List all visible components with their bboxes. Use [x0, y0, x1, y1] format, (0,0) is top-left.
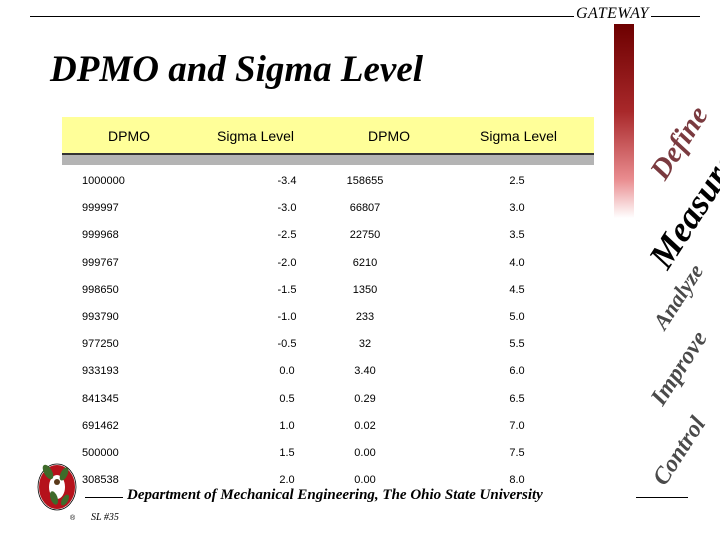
- sigma-cell: 7.5: [509, 446, 525, 459]
- sigma-cell: 1.5: [279, 446, 295, 459]
- sigma-cell: -1.5: [277, 283, 297, 296]
- header-divider: [62, 153, 594, 155]
- sigma-cell: -3.4: [277, 175, 297, 187]
- table-row: 999968 -2.5 22750 3.5: [62, 223, 594, 250]
- sigma-cell: -2.5: [277, 229, 297, 242]
- sigma-cell: 7.0: [509, 419, 525, 432]
- sigma-cell: 8.0: [509, 474, 525, 487]
- dpmo-cell: 841345: [82, 392, 119, 405]
- table-row: 993790 -1.0 233 5.0: [62, 305, 594, 332]
- table-row: 977250 -0.5 32 5.5: [62, 332, 594, 359]
- sigma-cell: 5.5: [509, 338, 525, 351]
- sigma-cell: 6.5: [509, 392, 525, 405]
- dpmo-cell: 308538: [82, 474, 119, 487]
- footer-rule-left: [85, 497, 123, 498]
- dpmo-cell: 0.29: [354, 392, 376, 405]
- sigma-cell: 1.0: [279, 419, 295, 432]
- sigma-cell: 3.0: [509, 202, 525, 215]
- table-row: 691462 1.0 0.02 7.0: [62, 414, 594, 441]
- sigma-cell: 0.0: [279, 365, 295, 378]
- dmaic-control-label: Control: [648, 412, 712, 491]
- slide-title: DPMO and Sigma Level: [50, 49, 424, 90]
- table-row: 999997 -3.0 66807 3.0: [62, 196, 594, 223]
- dpmo-cell: 999968: [82, 229, 119, 242]
- footer-rule-right: [636, 497, 688, 498]
- sigma-cell: 5.0: [509, 310, 525, 323]
- ohio-state-logo-icon: [34, 460, 80, 519]
- sigma-cell: -0.5: [277, 338, 297, 351]
- sigma-cell: -2.0: [277, 256, 297, 269]
- sigma-cell: 2.5: [509, 175, 525, 187]
- sigma-cell: -1.0: [277, 310, 297, 323]
- dpmo-cell: 3.40: [354, 365, 376, 378]
- dpmo-cell: 0.00: [354, 446, 376, 459]
- dpmo-cell: 999767: [82, 256, 119, 269]
- gateway-rule: [30, 16, 700, 17]
- sigma-cell: -3.0: [277, 202, 297, 215]
- registered-mark: ®: [70, 515, 76, 522]
- sigma-cell: 0.5: [279, 392, 295, 405]
- dpmo-cell: 1350: [352, 283, 378, 296]
- dpmo-cell: 977250: [82, 338, 119, 351]
- sigma-cell: 2.0: [279, 474, 295, 487]
- table-row: 841345 0.5 0.29 6.5: [62, 387, 594, 414]
- sigma-cell: 3.5: [509, 229, 525, 242]
- dpmo-cell: 233: [355, 310, 375, 323]
- dpmo-cell: 6210: [352, 256, 378, 269]
- dpmo-cell: 158655: [346, 175, 384, 187]
- dpmo-cell: 998650: [82, 283, 119, 296]
- slide-number: SL #35: [91, 512, 119, 523]
- dpmo-cell: 0.00: [354, 474, 376, 487]
- table-row: 998650 -1.5 1350 4.5: [62, 278, 594, 305]
- column-header-sigma-1: Sigma Level: [217, 128, 295, 144]
- dpmo-cell: 22750: [349, 229, 381, 242]
- table-header: [62, 117, 594, 153]
- dpmo-cell: 933193: [82, 365, 119, 378]
- dpmo-cell: 1000000: [82, 175, 125, 187]
- dpmo-cell: 66807: [349, 202, 381, 215]
- sigma-cell: 4.0: [509, 256, 525, 269]
- dpmo-cell: 32: [358, 338, 372, 351]
- table-row: 500000 1.5 0.00 7.5: [62, 441, 594, 468]
- sigma-cell: 4.5: [509, 283, 525, 296]
- dpmo-cell: 0.02: [354, 419, 376, 432]
- table-row: 999767 -2.0 6210 4.0: [62, 251, 594, 278]
- column-header-dpmo-1: DPMO: [108, 128, 150, 144]
- column-header-dpmo-2: DPMO: [368, 128, 410, 144]
- table-row: 933193 0.0 3.40 6.0: [62, 359, 594, 386]
- dpmo-cell: 999997: [82, 202, 119, 215]
- table-row: 308538 2.0 0.00 8.0: [62, 468, 594, 495]
- sidebar-gradient-bar: [614, 24, 634, 218]
- dpmo-cell: 993790: [82, 310, 119, 323]
- dmaic-analyze-label: Analyze: [648, 259, 709, 334]
- dmaic-improve-label: Improve: [646, 326, 713, 411]
- dpmo-table-body: 1000000 -3.4 158655 2.5 999997 -3.0 66807 3.0 …: [62, 169, 594, 495]
- column-header-sigma-2: Sigma Level: [480, 128, 558, 144]
- header-grey-band: [62, 155, 594, 165]
- sigma-cell: 6.0: [509, 365, 525, 378]
- footer-department: Department of Mechanical Engineering, Th…: [127, 487, 543, 503]
- gateway-label: GATEWAY: [574, 5, 651, 23]
- dpmo-cell: 691462: [82, 419, 119, 432]
- table-row: 1000000 -3.4 158655 2.5: [62, 169, 594, 196]
- dpmo-cell: 500000: [82, 446, 119, 459]
